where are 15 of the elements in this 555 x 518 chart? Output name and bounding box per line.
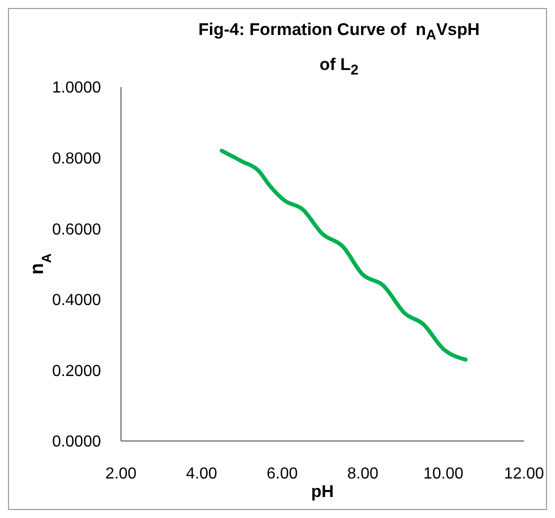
x-tick-label: 6.00 — [266, 465, 298, 482]
y-tick-label: 1.0000 — [52, 80, 102, 97]
x-tick-label: 2.00 — [105, 465, 137, 482]
x-tick-label: 12.00 — [504, 465, 544, 482]
y-tick-label: 0.0000 — [52, 434, 102, 451]
x-tick-label: 10.00 — [423, 465, 464, 482]
y-tick-label: 0.4000 — [52, 292, 102, 310]
chart-title: Fig-4: Formation Curve of n$_{A}$VspH of L$_{2}$ — [198, 20, 480, 79]
x-tick-label: 4.00 — [186, 465, 218, 482]
y-tick-label: 0.2000 — [52, 362, 102, 380]
line-series — [220, 148, 468, 362]
y-tick-label: 0.6000 — [52, 221, 102, 238]
x-tick-label: 8.00 — [347, 465, 378, 482]
y-tick-label: 0.8000 — [52, 150, 102, 168]
x-axis-title: pH — [311, 482, 334, 501]
